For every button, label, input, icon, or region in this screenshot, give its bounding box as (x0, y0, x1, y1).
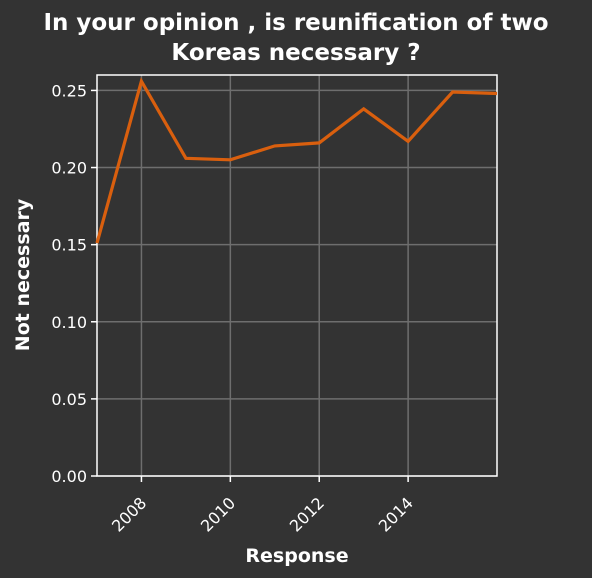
x-tick-label: 2014 (375, 493, 417, 535)
series-layer (95, 77, 498, 244)
chart-title-line-2: Koreas necessary ? (171, 40, 420, 66)
grid-lines (97, 75, 497, 477)
series-line (95, 77, 498, 244)
x-tick-labels: 2008 2010 2012 2014 (108, 476, 417, 536)
y-axis-label: Not necessary (12, 198, 34, 351)
plot-area (95, 74, 498, 477)
y-tick-label: 0.25 (51, 81, 87, 100)
y-tick-label: 0.10 (51, 313, 87, 332)
x-tick-label: 2008 (108, 493, 150, 535)
y-tick-label: 0.05 (51, 390, 87, 409)
x-tick-label: 2010 (197, 493, 239, 535)
axes (96, 74, 498, 477)
x-tick-label: 2012 (286, 493, 328, 535)
y-tick-label: 0.00 (51, 467, 87, 486)
chart-title-line-1: In your opinion , is reunification of tw… (43, 10, 548, 36)
plot-background (97, 75, 497, 476)
y-tick-label: 0.20 (51, 159, 87, 178)
y-tick-label: 0.15 (51, 236, 87, 255)
plot-frame (96, 74, 498, 477)
y-tick-labels: 0.00 0.05 0.10 0.15 0.20 0.25 (51, 81, 97, 486)
x-axis-label: Response (245, 545, 348, 567)
